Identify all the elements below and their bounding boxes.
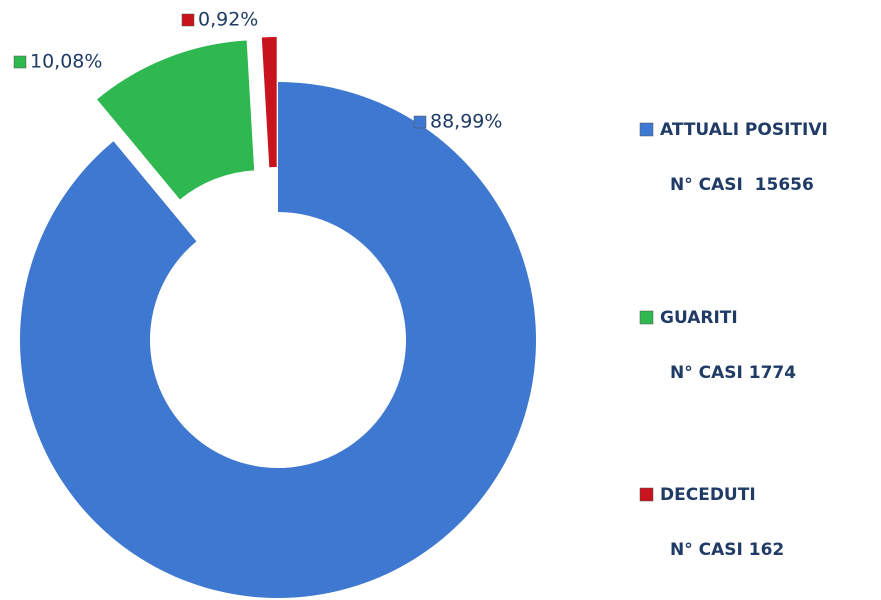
label-marker xyxy=(181,13,195,27)
label-marker xyxy=(413,115,427,129)
label-marker xyxy=(13,55,27,69)
legend-label: ATTUALI POSITIVI xyxy=(660,120,828,140)
legend-marker xyxy=(639,487,654,502)
legend-detail: N° CASI 1774 xyxy=(670,363,796,383)
value-label: 0,92% xyxy=(198,9,258,31)
legend-marker xyxy=(639,310,654,325)
donut-slice xyxy=(261,37,277,168)
value-label: 10,08% xyxy=(30,51,102,73)
legend-detail: N° CASI 162 xyxy=(670,540,784,560)
legend-label: GUARITI xyxy=(660,308,738,328)
donut-slice xyxy=(97,40,255,200)
legend-detail: N° CASI 15656 xyxy=(670,175,814,195)
legend-label: DECEDUTI xyxy=(660,485,756,505)
legend-marker xyxy=(639,122,654,137)
value-label: 88,99% xyxy=(430,111,502,133)
donut-slice xyxy=(20,82,536,598)
